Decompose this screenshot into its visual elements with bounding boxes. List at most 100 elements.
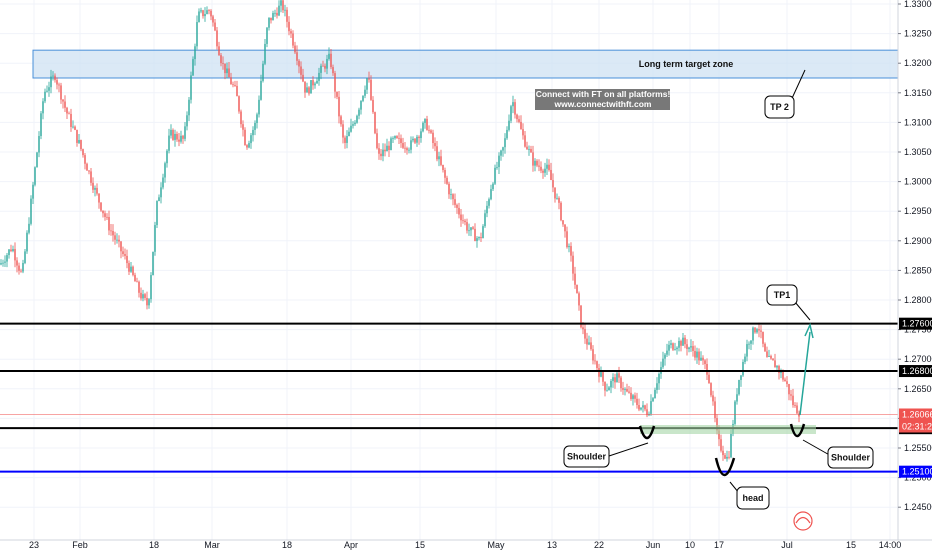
candle	[246, 144, 248, 150]
tp2-callout[interactable]: TP 2	[764, 69, 806, 119]
candle	[352, 121, 354, 129]
candle	[654, 387, 656, 399]
candle	[268, 17, 270, 31]
candle-body	[140, 292, 142, 299]
candle-body	[752, 327, 754, 341]
candle	[136, 277, 138, 283]
candle-body	[378, 148, 380, 154]
candle-body	[50, 76, 52, 88]
candle	[668, 340, 670, 356]
candle-body	[84, 155, 86, 164]
candle	[146, 291, 148, 310]
candle-body	[528, 148, 530, 150]
candle	[410, 136, 412, 154]
candle-body	[794, 405, 796, 406]
candle-body	[644, 405, 646, 410]
candle-body	[514, 102, 516, 115]
price-tag-bg	[899, 365, 932, 378]
candle-body	[690, 346, 692, 348]
candle-body	[8, 249, 10, 256]
candle-body	[720, 439, 722, 451]
candle	[158, 194, 160, 202]
candle	[644, 404, 646, 412]
candle	[292, 30, 294, 49]
candle-body	[356, 115, 358, 123]
candle	[444, 167, 446, 184]
candle	[6, 253, 8, 268]
candle	[560, 201, 562, 222]
candle	[798, 410, 800, 423]
tp1-callout[interactable]: TP1	[766, 284, 811, 321]
head-callout[interactable]: head	[729, 481, 770, 510]
candle	[626, 383, 628, 393]
candle	[58, 82, 60, 93]
candle	[342, 120, 344, 144]
candle	[480, 232, 482, 242]
candle-body	[464, 220, 466, 223]
candle	[326, 54, 328, 75]
candle	[90, 168, 92, 186]
candle-body	[160, 187, 162, 198]
candle-body	[28, 223, 30, 233]
price-axis[interactable]: 1.33000 1.32500 1.32000 1.31500 1.31000 1.305…	[897, 0, 932, 540]
time-axis[interactable]: 23 Feb 18 Mar 18 Apr 15 May 13 22 Jun 10 17 Jul 15 14:0…	[0, 539, 932, 550]
candle	[52, 71, 54, 81]
candle-body	[628, 391, 630, 393]
candle-body	[288, 21, 290, 32]
candle-body	[34, 167, 36, 185]
candle	[226, 62, 228, 79]
candle	[396, 135, 398, 139]
candle-body	[80, 140, 82, 150]
long-term-target-zone[interactable]	[32, 49, 899, 79]
candle-body	[442, 164, 444, 171]
candle	[472, 226, 474, 230]
logo-icon-mark	[795, 516, 811, 524]
shoulder-right-callout[interactable]: Shoulder	[802, 439, 874, 469]
price-tag-bg	[899, 465, 932, 478]
date-tick-label: Jun	[646, 540, 661, 550]
candle-body	[376, 133, 378, 149]
candle-body	[520, 121, 522, 130]
candle-body	[62, 99, 64, 102]
date-tick-label: 23	[29, 540, 39, 550]
candle-body	[344, 137, 346, 143]
candle-body	[60, 85, 62, 100]
candle-body	[618, 373, 620, 378]
candle	[422, 121, 424, 133]
candle	[388, 141, 390, 157]
shoulder-left-callout[interactable]: Shoulder	[563, 442, 649, 468]
neckline-zone[interactable]	[640, 425, 816, 434]
candle-body	[134, 274, 136, 282]
candle	[456, 203, 458, 214]
candle	[502, 146, 504, 157]
candle	[144, 292, 146, 301]
candle	[118, 235, 120, 248]
candle-body	[412, 138, 414, 141]
candle-body	[546, 164, 548, 169]
candle	[740, 375, 742, 387]
candle-body	[358, 109, 360, 116]
candle	[670, 339, 672, 349]
annotations: Connect with FT on all platforms!www.con…	[535, 69, 874, 531]
candle-body	[58, 84, 60, 86]
candle-body	[786, 381, 788, 385]
candle-body	[598, 368, 600, 377]
candle-body	[476, 238, 478, 242]
candle	[704, 359, 706, 370]
candle	[40, 111, 42, 140]
candle	[148, 298, 150, 309]
candle-body	[764, 343, 766, 352]
candle	[620, 375, 622, 392]
candle-body	[270, 17, 272, 21]
candle	[682, 332, 684, 346]
candle-body	[66, 107, 68, 114]
candle	[596, 360, 598, 372]
candle-body	[340, 116, 342, 125]
candle-body	[426, 118, 428, 130]
candle-body	[106, 216, 108, 218]
candle-body	[494, 167, 496, 184]
candle	[706, 358, 708, 380]
candle-body	[606, 390, 608, 392]
candle-body	[594, 360, 596, 362]
